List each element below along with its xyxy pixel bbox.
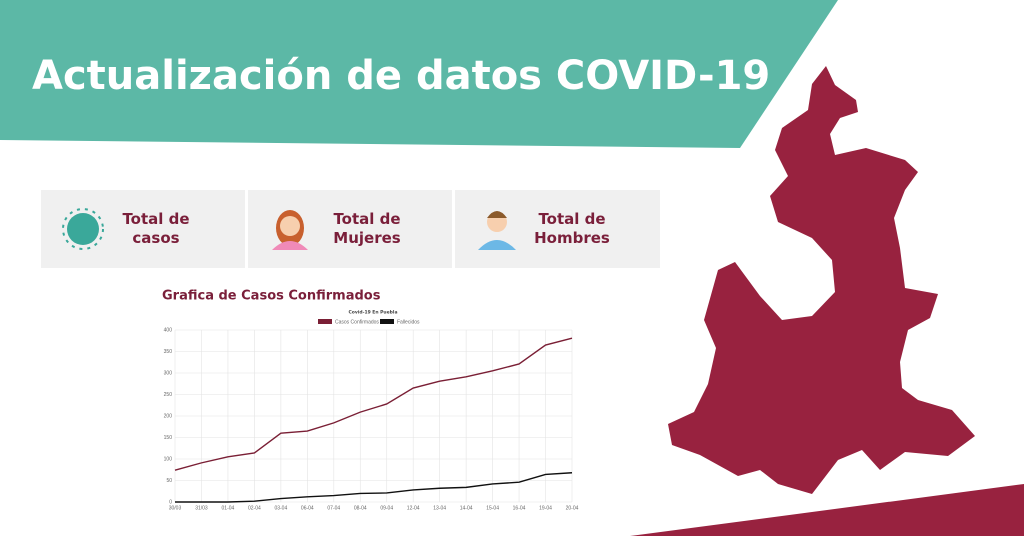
y-tick-label: 350 xyxy=(164,349,173,355)
x-tick-label: 16-04 xyxy=(513,505,526,511)
virus-icon xyxy=(62,208,104,250)
y-tick-label: 400 xyxy=(164,327,173,333)
x-tick-label: 15-04 xyxy=(486,505,499,511)
x-tick-label: 13-04 xyxy=(433,505,446,511)
legend-label: Casos Confirmados xyxy=(335,319,379,325)
card xyxy=(455,190,660,268)
series-line xyxy=(175,472,573,503)
x-tick-label: 06-04 xyxy=(301,505,314,511)
card-label: Total de Hombres xyxy=(534,210,610,247)
y-tick-label: 300 xyxy=(164,370,173,376)
y-tick-label: 250 xyxy=(164,392,173,398)
x-tick-label: 09-04 xyxy=(380,505,393,511)
y-tick-label: 50 xyxy=(166,478,172,484)
x-tick-label: 01-04 xyxy=(222,505,235,511)
y-tick-label: 200 xyxy=(164,413,173,419)
woman-icon xyxy=(272,210,308,250)
card-label: Total de casos xyxy=(122,210,189,247)
x-tick-label: 19-04 xyxy=(539,505,552,511)
page-title: Actualización de datos COVID-19 xyxy=(32,53,770,99)
chart-title: Grafica de Casos Confirmados xyxy=(162,289,381,304)
man-icon xyxy=(478,211,516,250)
card-label: Total de Mujeres xyxy=(333,210,400,247)
legend-swatch xyxy=(318,319,332,324)
corner-stripe xyxy=(630,484,1024,536)
banner xyxy=(0,0,838,148)
x-tick-label: 03-04 xyxy=(274,505,287,511)
x-tick-label: 07-04 xyxy=(327,505,340,511)
y-tick-label: 0 xyxy=(169,499,172,505)
x-tick-label: 31/03 xyxy=(195,505,208,511)
x-tick-label: 14-04 xyxy=(460,505,473,511)
y-tick-label: 100 xyxy=(164,456,173,462)
x-tick-label: 12-04 xyxy=(407,505,420,511)
x-tick-label: 20-04 xyxy=(566,505,579,511)
legend-swatch xyxy=(380,319,394,324)
y-tick-label: 150 xyxy=(164,435,173,441)
map-puebla xyxy=(668,66,975,494)
chart-subtitle: Covid-19 En Puebla xyxy=(349,310,398,316)
legend-label: Fallecidos xyxy=(397,319,420,325)
plot: 0 50 100 150 200 250 300 350 400 30/03 31/03 01-04 0… xyxy=(164,319,579,511)
series-line xyxy=(174,337,573,471)
x-tick-label: 30/03 xyxy=(169,505,182,511)
x-tick-label: 02-04 xyxy=(248,505,261,511)
x-tick-label: 08-04 xyxy=(354,505,367,511)
